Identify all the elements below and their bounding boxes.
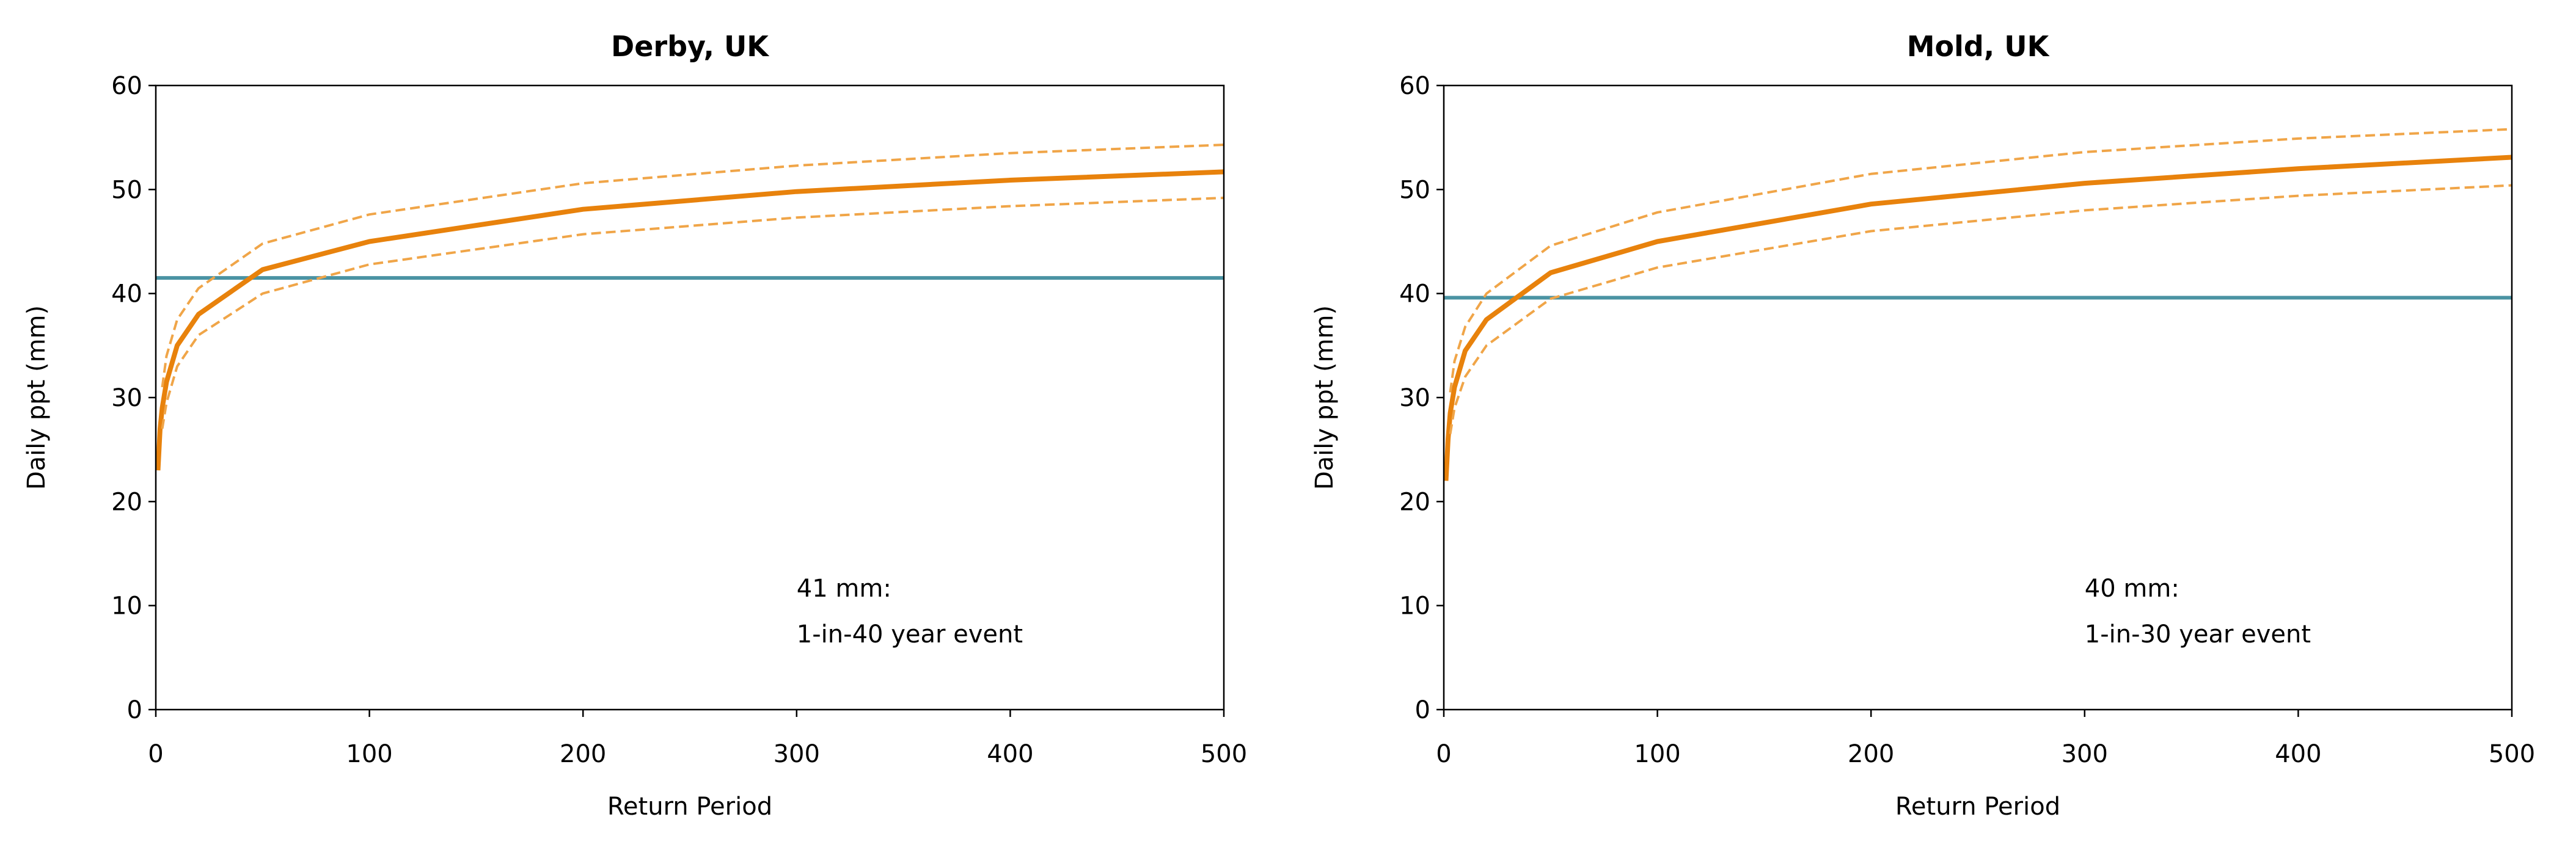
y-tick-label: 0 [127,696,142,724]
y-tick-label: 20 [111,488,142,516]
x-tick-label: 0 [1436,740,1451,768]
y-tick-label: 50 [111,176,142,204]
x-tick-label: 400 [987,740,1033,768]
y-axis-label: Daily ppt (mm) [1311,305,1339,490]
chart-title: Mold, UK [1907,30,2051,63]
annotation: 1-in-30 year event [2085,620,2311,649]
y-tick-label: 60 [1399,72,1430,100]
y-tick-label: 60 [111,72,142,100]
chart-title: Derby, UK [611,30,770,63]
y-tick-label: 10 [1399,592,1430,620]
x-axis-label: Return Period [1895,793,2060,821]
y-axis-label: Daily ppt (mm) [23,305,51,490]
x-tick-label: 500 [2489,740,2535,768]
bound-line [1449,128,2512,393]
x-tick-label: 200 [1848,740,1894,768]
annotation: 1-in-40 year event [797,620,1023,649]
x-tick-label: 100 [346,740,392,768]
central-line [1443,155,2512,481]
annotation: 41 mm: [797,575,891,603]
x-axis-label: Return Period [607,793,772,821]
x-tick-label: 100 [1634,740,1680,768]
y-tick-label: 30 [1399,384,1430,412]
y-tick-label: 30 [111,384,142,412]
axes-frame [1443,84,2513,711]
x-tick-label: 200 [560,740,606,768]
y-tick-label: 40 [1399,280,1430,308]
x-tick-label: 300 [774,740,820,768]
x-tick-label: 400 [2275,740,2321,768]
y-tick-label: 0 [1415,696,1430,724]
y-tick-label: 20 [1399,488,1430,516]
axes-frame [155,84,1225,711]
y-tick-label: 10 [111,592,142,620]
y-tick-label: 50 [1399,176,1430,204]
x-tick-label: 500 [1201,740,1247,768]
y-tick-label: 40 [111,280,142,308]
central-line [155,169,1224,471]
x-tick-label: 0 [148,740,163,768]
x-tick-label: 300 [2062,740,2108,768]
bound-line [161,197,1224,429]
bound-line [1449,184,2512,434]
bound-line [161,144,1224,388]
annotation: 40 mm: [2085,575,2179,603]
